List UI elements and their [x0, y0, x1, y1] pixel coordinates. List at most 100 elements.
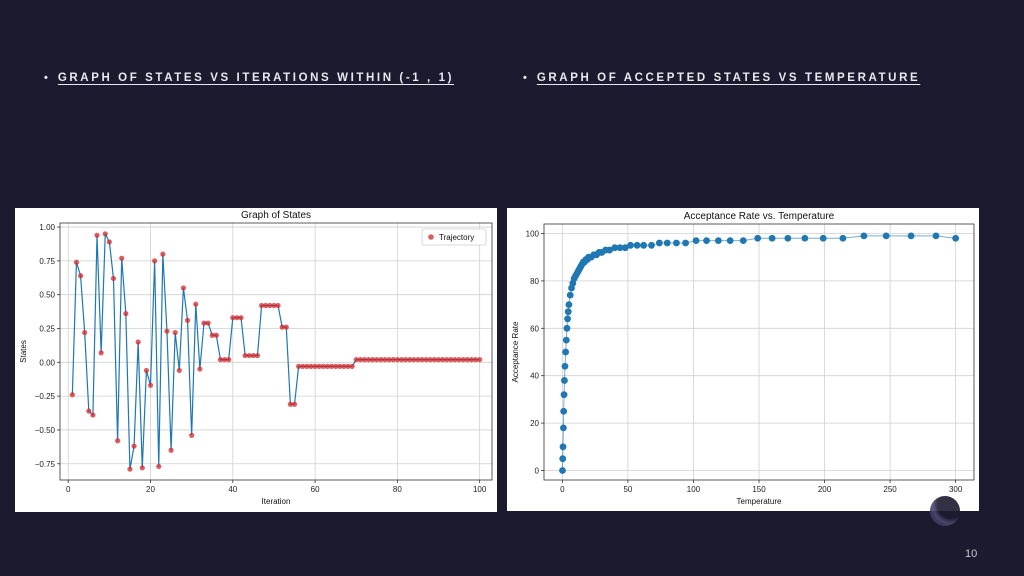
trajectory-point	[82, 329, 88, 336]
trajectory-point	[431, 357, 437, 363]
x-tick-label: 0	[66, 485, 71, 494]
acceptance-point	[627, 241, 634, 249]
x-tick-label: 80	[393, 485, 402, 494]
trajectory-point	[131, 443, 137, 449]
x-tick-label: 60	[311, 485, 320, 494]
acceptance-point	[673, 239, 680, 247]
trajectory-point	[259, 302, 265, 309]
trajectory-point	[291, 401, 298, 407]
acceptance-point	[714, 237, 722, 244]
trajectory-point	[403, 357, 409, 363]
acceptance-point	[768, 234, 776, 242]
trajectory-point	[189, 432, 195, 438]
trajectory-point	[172, 329, 178, 336]
trajectory-point	[345, 363, 351, 369]
y-tick-label: 20	[530, 419, 539, 428]
trajectory-point	[221, 357, 228, 363]
trajectory-point	[168, 447, 174, 453]
y-tick-label: 60	[530, 324, 539, 333]
trajectory-point	[69, 392, 75, 398]
trajectory-point	[279, 324, 285, 330]
acceptance-point	[754, 234, 762, 242]
trajectory-point	[472, 357, 479, 363]
acceptance-point	[682, 239, 689, 247]
trajectory-point	[250, 352, 256, 359]
bullet-left: •	[44, 72, 48, 84]
acceptance-point	[562, 336, 570, 344]
trajectory-point	[217, 357, 224, 363]
trajectory-point	[316, 363, 322, 369]
acceptance-point	[561, 377, 568, 384]
trajectory-point	[205, 320, 211, 326]
acceptance-point	[860, 232, 868, 240]
trajectory-point	[365, 357, 372, 363]
x-tick-label: 50	[623, 485, 632, 494]
trajectory-point	[300, 363, 306, 369]
x-tick-label: 150	[752, 485, 766, 494]
trajectory-point	[361, 357, 368, 363]
trajectory-point	[271, 302, 277, 309]
trajectory-point	[77, 273, 84, 279]
trajectory-point	[464, 357, 470, 363]
trajectory-point	[263, 302, 269, 309]
trajectory-point	[333, 363, 339, 369]
trajectory-point	[275, 302, 281, 309]
acceptance-point	[882, 232, 890, 240]
trajectory-point	[415, 357, 421, 363]
trajectory-point	[135, 339, 141, 345]
trajectory-point	[123, 311, 129, 317]
x-tick-label: 300	[949, 485, 963, 494]
acceptance-point	[606, 246, 613, 254]
trajectory-point	[349, 363, 355, 369]
acceptance-point	[739, 237, 747, 244]
trajectory-point	[156, 463, 162, 470]
trajectory-point	[127, 466, 133, 472]
acceptance-point	[559, 467, 566, 474]
acceptance-point	[640, 241, 648, 249]
acceptance-point	[564, 308, 572, 316]
acceptance-point	[560, 424, 567, 432]
left-heading-text: GRAPH OF STATES VS ITERATIONS WITHIN (-1…	[57, 72, 455, 84]
trajectory-point	[357, 357, 363, 363]
acceptance-chart-panel: 0 50 100 150 200 250 300 0 20 40 60 80 100 Acceptance…	[507, 208, 979, 511]
trajectory-point	[184, 317, 191, 323]
acceptance-point	[907, 232, 915, 240]
trajectory-point	[102, 231, 108, 237]
acceptance-point	[562, 348, 570, 356]
trajectory-point	[94, 232, 100, 238]
trajectory-point	[382, 357, 388, 363]
trajectory-point	[209, 332, 215, 338]
acceptance-point	[663, 239, 671, 247]
acceptance-point	[839, 234, 847, 242]
trajectory-point	[390, 357, 396, 363]
acceptance-point	[932, 232, 940, 240]
chart-title: Graph of States	[241, 210, 311, 221]
trajectory-point	[176, 367, 182, 374]
trajectory-point	[427, 357, 433, 363]
acceptance-point	[565, 301, 573, 308]
states-chart-panel: 0 20 40 60 80 100 −0.75 −0.50 −0.25 0.00 0.25 0.50 0…	[15, 208, 497, 512]
acceptance-point	[564, 315, 571, 323]
x-tick-label: 0	[560, 485, 565, 494]
right-heading: • GRAPH OF ACCEPTED STATES VS TEMPERATUR…	[523, 72, 920, 84]
y-tick-label: 0.25	[39, 325, 55, 334]
trajectory-point	[378, 357, 384, 363]
trajectory-point	[407, 357, 413, 363]
trajectory-point	[238, 315, 244, 321]
acceptance-point	[611, 244, 619, 252]
trajectory-point	[110, 275, 117, 282]
legend-label: Trajectory	[439, 233, 474, 242]
trajectory-point	[86, 408, 92, 414]
plot-frame	[59, 222, 493, 481]
y-axis-label: Acceptance Rate	[511, 321, 520, 382]
trajectory-point	[304, 363, 310, 369]
trajectory-point	[180, 285, 187, 291]
x-axis-label: Temperature	[737, 497, 782, 506]
trajectory-point	[394, 357, 400, 363]
y-tick-label: 0.00	[39, 358, 55, 367]
trajectory-point	[328, 363, 335, 369]
x-tick-label: 40	[228, 485, 237, 494]
trajectory-point	[226, 357, 232, 363]
trajectory-point	[444, 357, 450, 363]
trajectory-point	[370, 357, 376, 363]
